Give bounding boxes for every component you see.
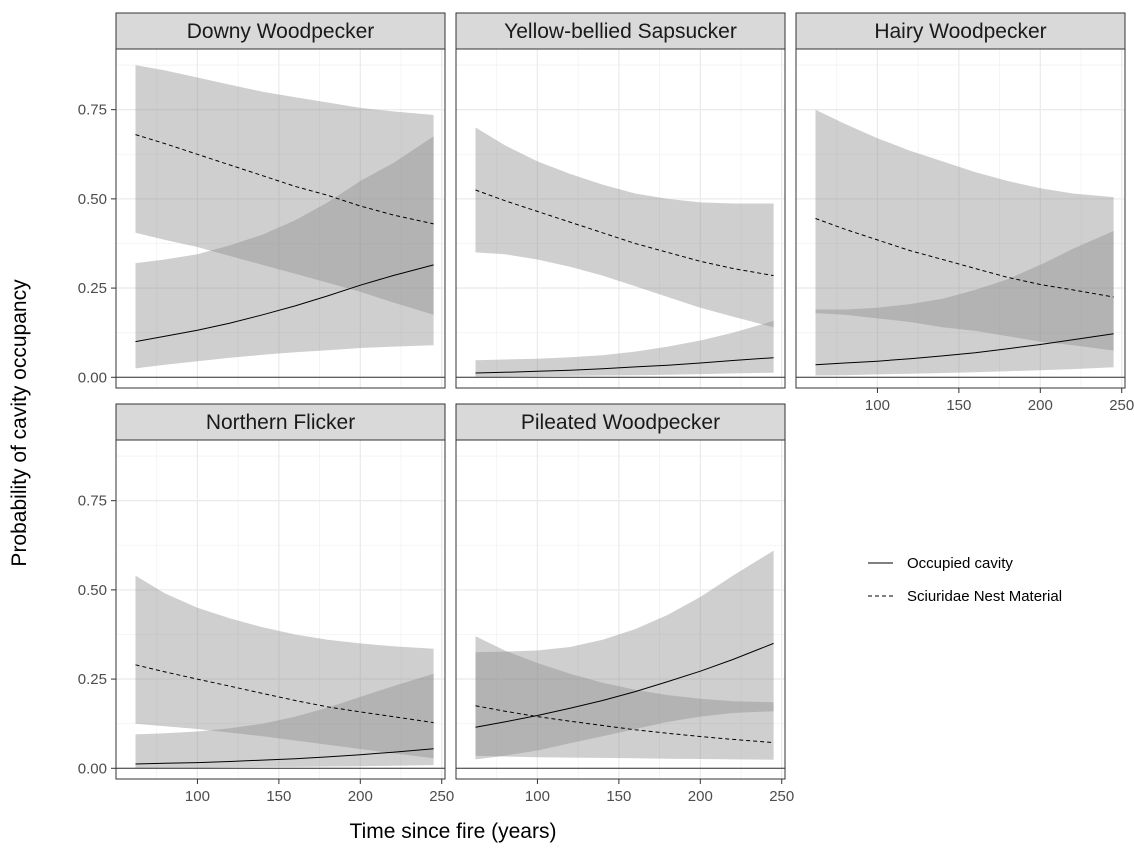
series-line-sciuridae-nest-material [475,189,774,277]
x-axis-title: Time since fire (years) [350,820,557,843]
x-tick-label: 100 [525,788,550,805]
x-tick-label: 100 [185,788,210,805]
y-axis-title: Probability of cavity occupancy [8,279,31,567]
panel-background [796,49,1125,388]
facet-strip [795,12,1126,50]
x-tick-label: 250 [1109,397,1134,414]
panel-hairy-woodpecker: Hairy Woodpecker 100 150 200 250 [795,12,1134,414]
x-tick-label: 150 [266,788,291,805]
y-tick-label: 0.50 [78,582,107,599]
facet-title: Northern Flicker [206,411,355,434]
series-line-sciuridae-nest-material [135,664,434,724]
y-tick-label: 0.50 [78,191,107,208]
series-line-occupied-cavity [475,642,774,728]
panel-downy-woodpecker: Downy Woodpecker 0.00 0.25 0.50 0.75 [78,12,446,389]
facet-strip [455,12,786,50]
x-tick-label: 200 [348,788,373,805]
panel-northern-flicker: Northern Flicker 0.00 0.25 0.50 0.75 100 150 20… [78,403,454,805]
legend-label-sciuridae-nest-material: Sciuridae Nest Material [907,588,1062,605]
x-tick-label: 250 [769,788,794,805]
y-tick-label: 0.00 [78,760,107,777]
confidence-band-occupied-cavity [475,550,774,760]
panel-pileated-woodpecker: Pileated Woodpecker 100 150 200 250 [455,403,794,805]
facet-strip [115,12,446,50]
x-tick-label: 200 [688,788,713,805]
panel-border [795,48,1126,389]
x-tick-label: 150 [946,397,971,414]
y-tick-label: 0.25 [78,280,107,297]
series-line-occupied-cavity [135,748,434,765]
panel-background [116,49,445,388]
legend-label-occupied-cavity: Occupied cavity [907,555,1013,572]
panel-background [116,440,445,779]
legend: Occupied cavity Sciuridae Nest Material [868,555,1062,605]
confidence-band-sciuridae-nest-material [135,65,434,315]
series-line-occupied-cavity [135,264,434,343]
confidence-band-occupied-cavity [135,673,434,768]
panel-yellow-bellied-sapsucker: Yellow-bellied Sapsucker [455,12,786,389]
panel-background [456,49,785,388]
series-line-occupied-cavity [475,357,774,374]
confidence-band-occupied-cavity [815,231,1114,376]
x-tick-label: 100 [865,397,890,414]
confidence-band-sciuridae-nest-material [135,575,434,759]
confidence-band-sciuridae-nest-material [475,127,774,328]
facet-title: Yellow-bellied Sapsucker [504,20,737,43]
facet-title: Downy Woodpecker [187,20,375,43]
confidence-band-occupied-cavity [135,136,434,369]
y-tick-label: 0.75 [78,102,107,119]
series-line-sciuridae-nest-material [815,218,1114,298]
x-tick-label: 150 [606,788,631,805]
x-tick-label: 200 [1028,397,1053,414]
panel-border [115,439,446,780]
panels-layer: Downy Woodpecker 0.00 0.25 0.50 0.75 Yellow-b… [78,12,1134,805]
confidence-band-sciuridae-nest-material [475,636,774,760]
series-line-sciuridae-nest-material [135,134,434,225]
confidence-band-sciuridae-nest-material [815,109,1114,351]
panel-border [115,48,446,389]
facet-title: Pileated Woodpecker [521,411,720,434]
panel-background [456,440,785,779]
x-tick-label: 250 [429,788,454,805]
panel-border [455,439,786,780]
series-line-occupied-cavity [815,333,1114,366]
facet-strip [115,403,446,441]
y-tick-label: 0.25 [78,671,107,688]
facet-title: Hairy Woodpecker [874,20,1046,43]
y-tick-label: 0.00 [78,369,107,386]
y-tick-label: 0.75 [78,493,107,510]
panel-border [455,48,786,389]
